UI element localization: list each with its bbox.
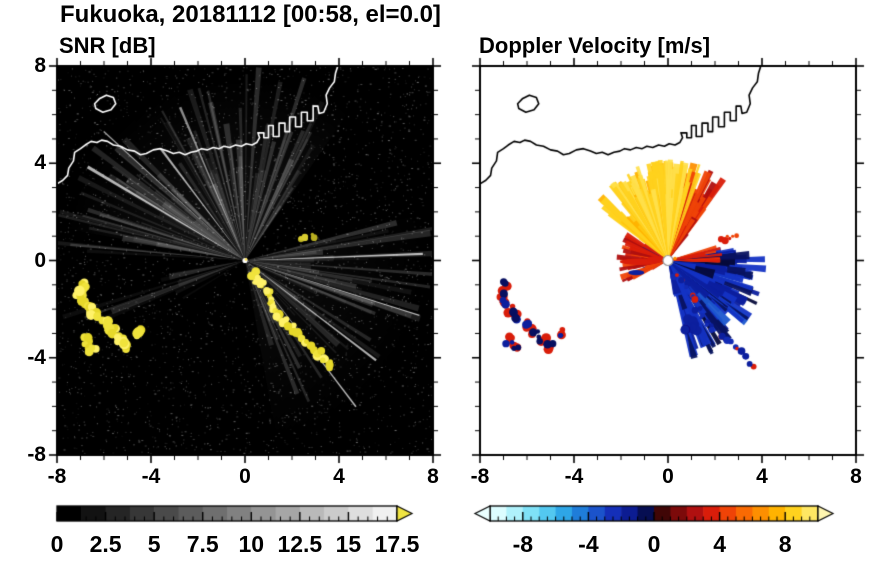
colorbar-tick-label: 5 — [147, 531, 161, 557]
x-tick-label: -4 — [564, 465, 584, 488]
panel-title-snr: SNR [dB] — [59, 33, 156, 58]
colorbar-tick-label: 15 — [335, 531, 362, 557]
colorbar-tick-label: 2.5 — [89, 531, 122, 557]
x-tick-label: 4 — [756, 465, 768, 488]
x-tick-label: -8 — [47, 465, 67, 488]
y-tick-label: 8 — [34, 53, 46, 77]
x-tick-label: 8 — [850, 465, 862, 488]
figure-title: Fukuoka, 20181112 [00:58, el=0.0] — [60, 1, 441, 28]
panel-title-velocity: Doppler Velocity [m/s] — [479, 33, 711, 58]
x-tick-label: 8 — [427, 465, 439, 488]
y-tick-label: 4 — [34, 151, 46, 175]
y-tick-label: -8 — [27, 442, 46, 466]
colorbar-tick-label: -4 — [578, 531, 599, 557]
colorbar-tick-label: 10 — [238, 531, 265, 557]
colorbar-tick-label: 12.5 — [277, 531, 323, 557]
colorbar-tick-label: 8 — [778, 531, 792, 557]
x-tick-label: 0 — [239, 465, 251, 488]
x-tick-label: -4 — [141, 465, 161, 488]
colorbar-tick-label: 0 — [50, 531, 64, 557]
colorbar-tick-label: 4 — [713, 531, 726, 557]
colorbar-tick-label: 7.5 — [186, 531, 219, 557]
x-tick-label: -8 — [470, 465, 490, 488]
colorbar-tick-label: 0 — [647, 531, 661, 557]
x-tick-label: 4 — [333, 465, 345, 488]
y-tick-label: -4 — [27, 345, 46, 369]
colorbar-tick-label: -8 — [512, 531, 534, 557]
colorbar-tick-label: 17.5 — [374, 531, 420, 557]
y-tick-label: 0 — [34, 248, 46, 272]
x-tick-label: 0 — [662, 465, 674, 488]
